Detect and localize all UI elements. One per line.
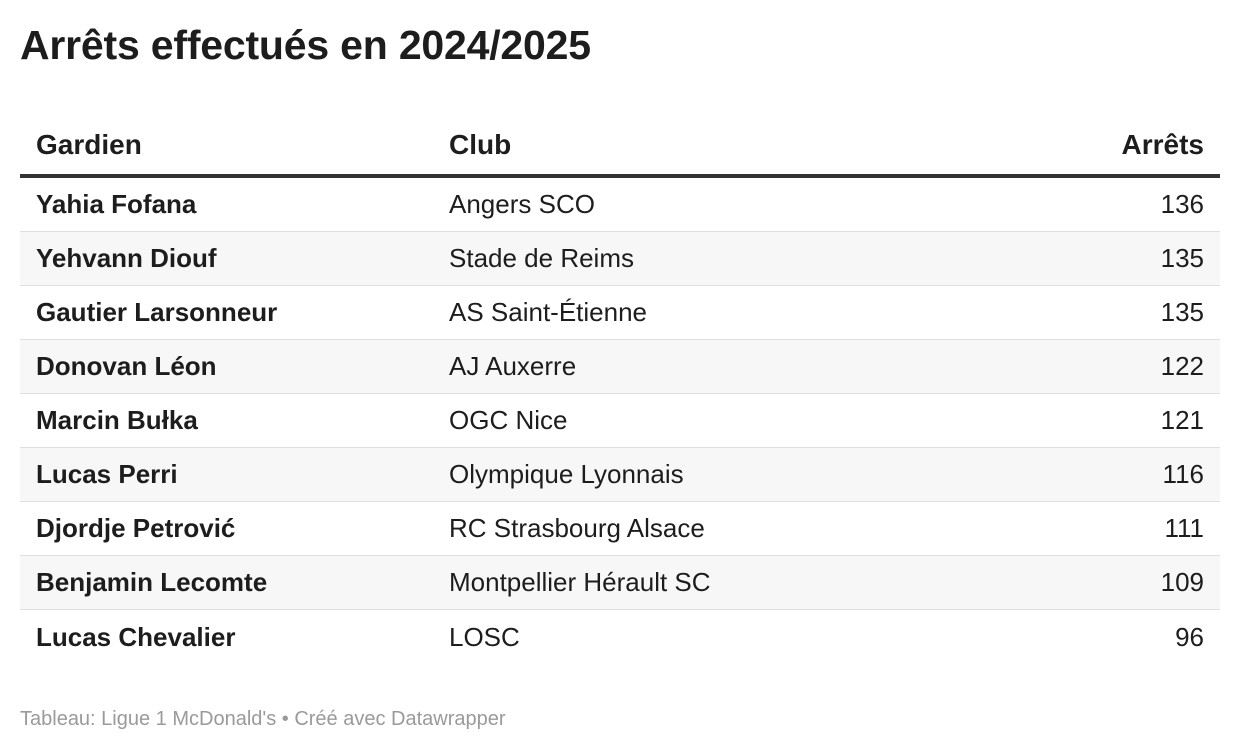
cell-gardien: Lucas Chevalier: [36, 621, 236, 652]
source-footer: Tableau: Ligue 1 McDonald's • Créé avec …: [20, 708, 506, 730]
chart-title: Arrêts effectués en 2024/2025: [20, 22, 591, 68]
cell-arrets: 135: [1160, 243, 1204, 273]
cell-club: LOSC: [449, 621, 520, 652]
table-row: Djordje Petrović RC Strasbourg Alsace 111: [20, 502, 1220, 556]
cell-club: AS Saint-Étienne: [449, 297, 648, 327]
cell-gardien: Yehvann Diouf: [36, 243, 217, 273]
table-row: Yahia Fofana Angers SCO 136: [20, 178, 1220, 232]
table-row: Benjamin Lecomte Montpellier Hérault SC 10…: [20, 556, 1220, 610]
table-row: Gautier Larsonneur AS Saint-Étienne 135: [20, 286, 1220, 340]
cell-club: OGC Nice: [449, 405, 568, 435]
data-table: Gardien Club Arrêts Yahia Fofana Angers S…: [20, 116, 1220, 664]
cell-gardien: Yahia Fofana: [36, 189, 197, 219]
column-header-gardien[interactable]: Gardien: [36, 129, 142, 160]
cell-gardien: Donovan Léon: [36, 351, 217, 381]
cell-club: Olympique Lyonnais: [449, 459, 684, 489]
cell-arrets: 96: [1175, 621, 1204, 652]
cell-gardien: Gautier Larsonneur: [36, 297, 278, 327]
cell-club: Angers SCO: [449, 189, 595, 219]
cell-gardien: Marcin Bułka: [36, 405, 198, 435]
cell-arrets: 122: [1160, 351, 1204, 381]
column-header-arrets[interactable]: Arrêts: [1121, 129, 1204, 160]
table-row: Donovan Léon AJ Auxerre 122: [20, 340, 1220, 394]
column-header-club[interactable]: Club: [449, 129, 512, 160]
cell-club: Montpellier Hérault SC: [449, 567, 711, 597]
cell-arrets: 109: [1160, 567, 1204, 597]
table-row: Marcin Bułka OGC Nice 121: [20, 394, 1220, 448]
cell-club: AJ Auxerre: [449, 351, 577, 381]
cell-arrets: 121: [1160, 405, 1204, 435]
table-header: Gardien Club Arrêts: [20, 116, 1220, 178]
table-row: Yehvann Diouf Stade de Reims 135: [20, 232, 1220, 286]
table-row: Lucas Chevalier LOSC 96: [20, 610, 1220, 664]
table-body: Yahia Fofana Angers SCO 136 Yehvann Diouf St…: [20, 178, 1220, 664]
cell-arrets: 135: [1160, 297, 1204, 327]
cell-club: Stade de Reims: [449, 243, 634, 273]
cell-gardien: Lucas Perri: [36, 459, 178, 489]
cell-gardien: Benjamin Lecomte: [36, 567, 268, 597]
cell-arrets: 116: [1162, 459, 1204, 489]
table-row: Lucas Perri Olympique Lyonnais 116: [20, 448, 1220, 502]
cell-arrets: 136: [1160, 189, 1204, 219]
cell-club: RC Strasbourg Alsace: [449, 513, 705, 543]
cell-arrets: 111: [1164, 513, 1204, 543]
cell-gardien: Djordje Petrović: [36, 513, 236, 543]
